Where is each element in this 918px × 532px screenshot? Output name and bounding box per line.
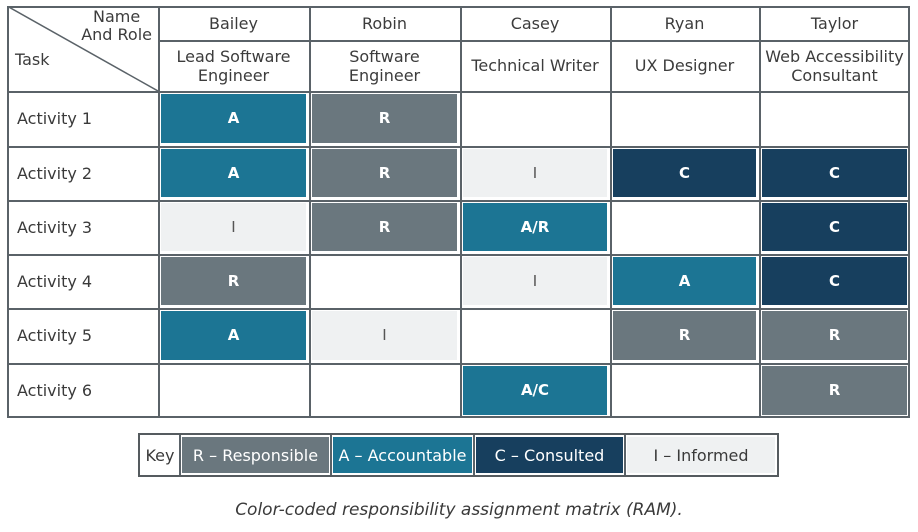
legend-item-c: C – Consulted	[476, 437, 623, 473]
matrix-cell-c: C	[613, 149, 756, 197]
matrix-cell-empty	[610, 200, 759, 254]
header-name-casey: Casey	[460, 6, 610, 40]
task-label: Activity 4	[17, 271, 93, 291]
matrix-cell-empty	[610, 91, 759, 146]
grid-hline	[7, 363, 910, 365]
legend-separator	[179, 435, 181, 475]
header-name-robin: Robin	[309, 6, 460, 40]
matrix-cell-empty	[460, 308, 610, 363]
header-corner-task-label: Task	[15, 50, 50, 69]
matrix-cell-r: R	[613, 311, 756, 360]
grid-hline	[7, 6, 910, 8]
matrix-cell-empty	[610, 363, 759, 418]
matrix-cell-r: R	[312, 94, 457, 143]
matrix-cell-r: R	[161, 257, 306, 305]
header-corner-diagonal	[7, 6, 158, 91]
legend-item-r: R – Responsible	[182, 437, 329, 473]
grid-hline	[7, 91, 910, 93]
matrix-cell-c: C	[762, 257, 907, 305]
task-label: Activity 3	[17, 217, 93, 237]
matrix-cell-a: A	[613, 257, 756, 305]
grid-hline	[7, 146, 910, 148]
legend-separator	[330, 435, 332, 475]
matrix-cell-a: A	[161, 311, 306, 360]
grid-vline	[309, 6, 311, 418]
grid-hline	[7, 308, 910, 310]
matrix-cell-empty	[309, 363, 460, 418]
grid-vline	[7, 6, 9, 418]
legend-key-label: Key	[145, 445, 175, 465]
legend-item-a: A – Accountable	[333, 437, 472, 473]
task-label: Activity 2	[17, 163, 93, 183]
legend-item-i: I – Informed	[627, 437, 775, 473]
matrix-cell-a-c: A/C	[463, 366, 607, 415]
header-role-casey: Technical Writer	[460, 40, 610, 91]
legend-separator	[473, 435, 475, 475]
header-role-robin: Software Engineer	[309, 40, 460, 91]
matrix-cell-c: C	[762, 149, 907, 197]
responsibility-matrix: Name And Role Task Bailey Lead Software Engin…	[7, 6, 910, 418]
header-corner-name-role-label: Name And Role	[81, 7, 152, 44]
header-role-ryan: UX Designer	[610, 40, 759, 91]
matrix-cell-i: I	[161, 203, 306, 251]
matrix-cell-a-r: A/R	[463, 203, 607, 251]
matrix-cell-i: I	[312, 311, 457, 360]
grid-hline	[7, 416, 910, 418]
matrix-cell-empty	[309, 254, 460, 308]
grid-vline	[158, 6, 160, 418]
header-name-bailey: Bailey	[158, 6, 309, 40]
matrix-cell-r: R	[762, 311, 907, 360]
matrix-cell-i: I	[463, 149, 607, 197]
matrix-cell-r: R	[312, 203, 457, 251]
matrix-cell-r: R	[312, 149, 457, 197]
matrix-cell-r: R	[762, 366, 907, 415]
grid-vline	[759, 6, 761, 418]
grid-vline	[908, 6, 910, 418]
matrix-cell-empty	[759, 91, 910, 146]
matrix-cell-a: A	[161, 149, 306, 197]
task-label: Activity 5	[17, 326, 93, 345]
header-name-taylor: Taylor	[759, 6, 910, 40]
matrix-cell-i: I	[463, 257, 607, 305]
grid-hline	[7, 254, 910, 256]
figure-caption: Color-coded responsibility assignment ma…	[235, 500, 683, 520]
header-role-taylor: Web Accessibility Consultant	[759, 40, 910, 91]
grid-hline	[7, 200, 910, 202]
legend-separator	[624, 435, 626, 475]
matrix-cell-empty	[158, 363, 309, 418]
legend-key: Key R – Responsible A – Accountable C – Con…	[138, 433, 779, 477]
grid-hline	[158, 40, 910, 42]
task-label: Activity 1	[17, 109, 93, 128]
matrix-cell-empty	[460, 91, 610, 146]
task-label: Activity 6	[17, 381, 93, 400]
header-role-bailey: Lead Software Engineer	[158, 40, 309, 91]
header-name-ryan: Ryan	[610, 6, 759, 40]
matrix-cell-c: C	[762, 203, 907, 251]
grid-vline	[460, 6, 462, 418]
grid-vline	[610, 6, 612, 418]
matrix-cell-a: A	[161, 94, 306, 143]
